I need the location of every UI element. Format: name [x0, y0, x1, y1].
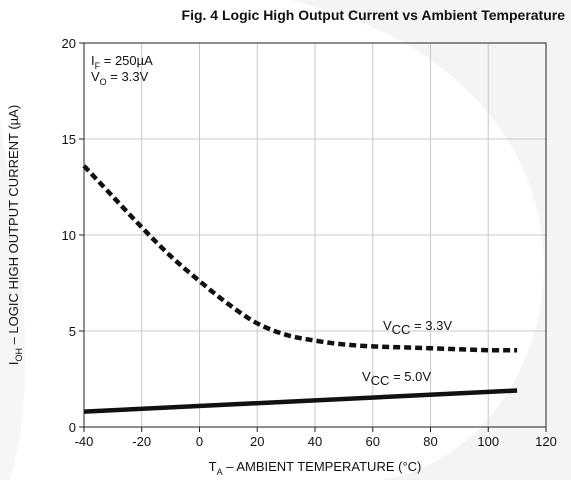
- xlabel-sub: A: [217, 467, 223, 477]
- cond-vo-rest: = 3.3V: [107, 69, 149, 84]
- chart-title: Fig. 4 Logic High Output Current vs Ambi…: [182, 7, 566, 23]
- ylabel-rest: – LOGIC HIGH OUTPUT CURRENT (µA): [6, 105, 21, 348]
- y-tick-label: 20: [62, 36, 76, 51]
- xlabel-main: T: [209, 459, 217, 474]
- grid: [84, 43, 546, 427]
- ylabel-main: I: [6, 362, 21, 366]
- cond-if-rest: = 250µA: [100, 53, 153, 68]
- s0-main: V: [383, 318, 392, 333]
- series-label-vcc-5v0: VCC = 5.0V: [362, 369, 431, 388]
- series-line-vcc-5v0: [83, 388, 518, 414]
- series-label-vcc-3v3: VCC = 3.3V: [383, 318, 452, 337]
- x-tick-label: 20: [250, 434, 264, 449]
- ylabel-sub: OH: [14, 348, 24, 362]
- s0-sub: CC: [392, 322, 411, 337]
- cond-vo-main: V: [91, 69, 100, 84]
- x-tick-label: 100: [477, 434, 499, 449]
- x-tick-label: -20: [132, 434, 151, 449]
- s0-rest: = 3.3V: [410, 318, 452, 333]
- y-tick-label: 0: [69, 420, 76, 435]
- x-axis-label: TA – AMBIENT TEMPERATURE (°C): [209, 459, 422, 477]
- xlabel-rest: – AMBIENT TEMPERATURE (°C): [223, 459, 422, 474]
- condition-vo-label: VO = 3.3V: [91, 69, 149, 87]
- series-line-vcc-3v3: [82, 164, 518, 353]
- y-tick-label: 10: [62, 228, 76, 243]
- x-tick-label: 40: [308, 434, 322, 449]
- cond-vo-sub: O: [100, 77, 107, 87]
- axis-ticks: -40 -20 0 20 40 60 80 100 120 0 5 10 15 20: [62, 36, 557, 449]
- x-tick-label: 120: [535, 434, 557, 449]
- condition-if-label: IF = 250µA: [91, 53, 153, 71]
- conditions-annotation: IF = 250µA VO = 3.3V: [91, 53, 153, 87]
- s1-sub: CC: [371, 373, 390, 388]
- y-tick-label: 15: [62, 132, 76, 147]
- s1-rest: = 5.0V: [389, 369, 431, 384]
- cond-if-sub: F: [95, 61, 101, 71]
- y-tick-label: 5: [69, 324, 76, 339]
- x-tick-label: 60: [366, 434, 380, 449]
- x-tick-label: 0: [196, 434, 203, 449]
- watermark-shape: [290, 0, 571, 480]
- series: [82, 164, 518, 414]
- watermark-shape-left: [0, 120, 26, 480]
- x-tick-label: -40: [75, 434, 94, 449]
- x-tick-label: 80: [423, 434, 437, 449]
- y-axis-label: IOH – LOGIC HIGH OUTPUT CURRENT (µA): [6, 105, 24, 365]
- s1-main: V: [362, 369, 371, 384]
- cond-if-main: I: [91, 53, 95, 68]
